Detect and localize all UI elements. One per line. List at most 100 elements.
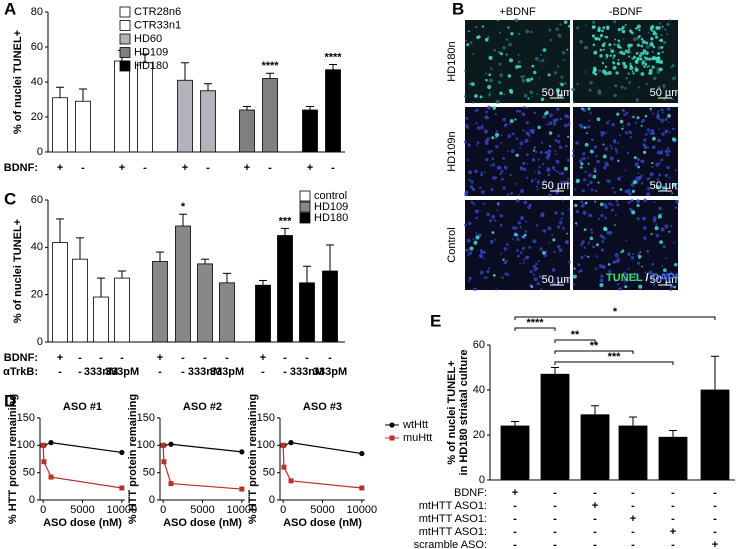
dapi-nucleus — [613, 140, 617, 144]
dapi-nucleus — [582, 178, 587, 182]
significance: **** — [324, 51, 342, 63]
dapi-nucleus — [589, 80, 593, 85]
dapi-nucleus — [499, 223, 503, 227]
tunel-nucleus — [624, 24, 627, 27]
stain-label: / — [643, 272, 652, 284]
tunel-nucleus — [636, 57, 640, 61]
tunel-nucleus — [581, 107, 584, 111]
dapi-nucleus — [629, 135, 633, 139]
tunel-nucleus — [507, 74, 512, 78]
tunel-nucleus — [599, 48, 603, 52]
tunel-nucleus — [651, 51, 654, 53]
tunel-nucleus — [622, 61, 626, 66]
row-label: - — [78, 352, 82, 364]
dapi-nucleus — [595, 255, 598, 258]
tunel-nucleus — [573, 267, 576, 270]
dapi-nucleus — [536, 281, 540, 286]
tunel-nucleus — [637, 165, 640, 169]
tunel-nucleus — [473, 240, 478, 245]
row-label: - — [671, 500, 675, 512]
y-tick-label: 20 — [31, 111, 43, 123]
dapi-nucleus — [558, 220, 563, 225]
dapi-nucleus — [655, 162, 660, 167]
y-tick-label: 0 — [37, 336, 43, 348]
tunel-nucleus — [592, 70, 596, 75]
dapi-nucleus — [490, 188, 494, 192]
dapi-nucleus — [474, 169, 478, 174]
dapi-nucleus — [490, 67, 493, 70]
dapi-nucleus — [470, 200, 474, 204]
row-label: - — [305, 352, 309, 364]
dapi-nucleus — [540, 141, 543, 144]
dapi-nucleus — [517, 32, 521, 36]
dapi-nucleus — [555, 153, 558, 156]
dapi-nucleus — [518, 109, 522, 113]
dapi-nucleus — [516, 254, 520, 258]
tunel-nucleus — [618, 46, 622, 49]
tunel-nucleus — [515, 65, 519, 69]
dapi-nucleus — [488, 93, 491, 97]
dapi-nucleus — [517, 53, 520, 57]
dapi-nucleus — [465, 123, 469, 128]
tunel-nucleus — [613, 54, 616, 58]
row-name: BDNF: — [4, 162, 38, 174]
dapi-nucleus — [521, 78, 526, 83]
bar — [52, 97, 68, 153]
dapi-nucleus — [526, 107, 529, 109]
dapi-nucleus — [624, 86, 627, 90]
dapi-nucleus — [502, 156, 506, 160]
legend-swatch — [119, 6, 131, 18]
dapi-nucleus — [660, 227, 665, 232]
row-label: + — [630, 513, 636, 525]
dapi-nucleus — [559, 117, 563, 121]
dapi-nucleus — [530, 30, 533, 34]
dapi-nucleus — [649, 181, 652, 184]
bar — [137, 62, 153, 153]
dapi-nucleus — [537, 182, 540, 185]
dapi-nucleus — [637, 261, 641, 265]
tunel-nucleus — [634, 67, 639, 72]
dapi-nucleus — [519, 262, 521, 265]
x-tick-label: 10000 — [347, 504, 378, 516]
stain-label: DAPI — [652, 272, 678, 284]
dapi-nucleus — [465, 116, 469, 120]
dapi-nucleus — [508, 42, 512, 47]
dapi-nucleus — [572, 283, 576, 286]
dapi-nucleus — [664, 118, 668, 122]
dapi-nucleus — [644, 271, 647, 274]
dapi-nucleus — [541, 162, 545, 166]
bar — [72, 258, 88, 343]
dapi-nucleus — [554, 71, 558, 75]
dapi-nucleus — [511, 132, 515, 136]
tunel-nucleus — [638, 284, 643, 289]
dapi-nucleus — [489, 239, 494, 244]
dapi-nucleus — [540, 287, 543, 290]
dapi-nucleus — [530, 179, 534, 182]
dapi-nucleus — [475, 216, 478, 220]
dapi-nucleus — [588, 213, 593, 218]
row-name: scramble ASO: — [414, 539, 487, 549]
x-tick-label: 10000 — [107, 504, 138, 516]
dapi-nucleus — [468, 221, 472, 226]
dapi-nucleus — [551, 166, 555, 170]
dapi-nucleus — [556, 140, 561, 144]
dapi-nucleus — [656, 178, 660, 181]
stain-label: TUNEL — [606, 272, 643, 284]
row-label: - — [225, 352, 229, 364]
dapi-nucleus — [504, 272, 508, 276]
x-axis-label: ASO dose (nM) — [283, 517, 362, 529]
dapi-nucleus — [515, 199, 520, 203]
dapi-nucleus — [538, 165, 541, 169]
dapi-nucleus — [522, 105, 526, 109]
row-label: - — [671, 487, 675, 499]
dapi-nucleus — [667, 90, 670, 93]
series-line — [163, 443, 242, 453]
dapi-nucleus — [635, 176, 640, 181]
dapi-nucleus — [584, 71, 587, 73]
tunel-nucleus — [645, 51, 649, 55]
dapi-nucleus — [509, 173, 512, 177]
dapi-nucleus — [480, 173, 484, 177]
dapi-nucleus — [622, 271, 627, 276]
legend-label: HD180 — [314, 212, 348, 224]
dapi-nucleus — [600, 213, 604, 217]
